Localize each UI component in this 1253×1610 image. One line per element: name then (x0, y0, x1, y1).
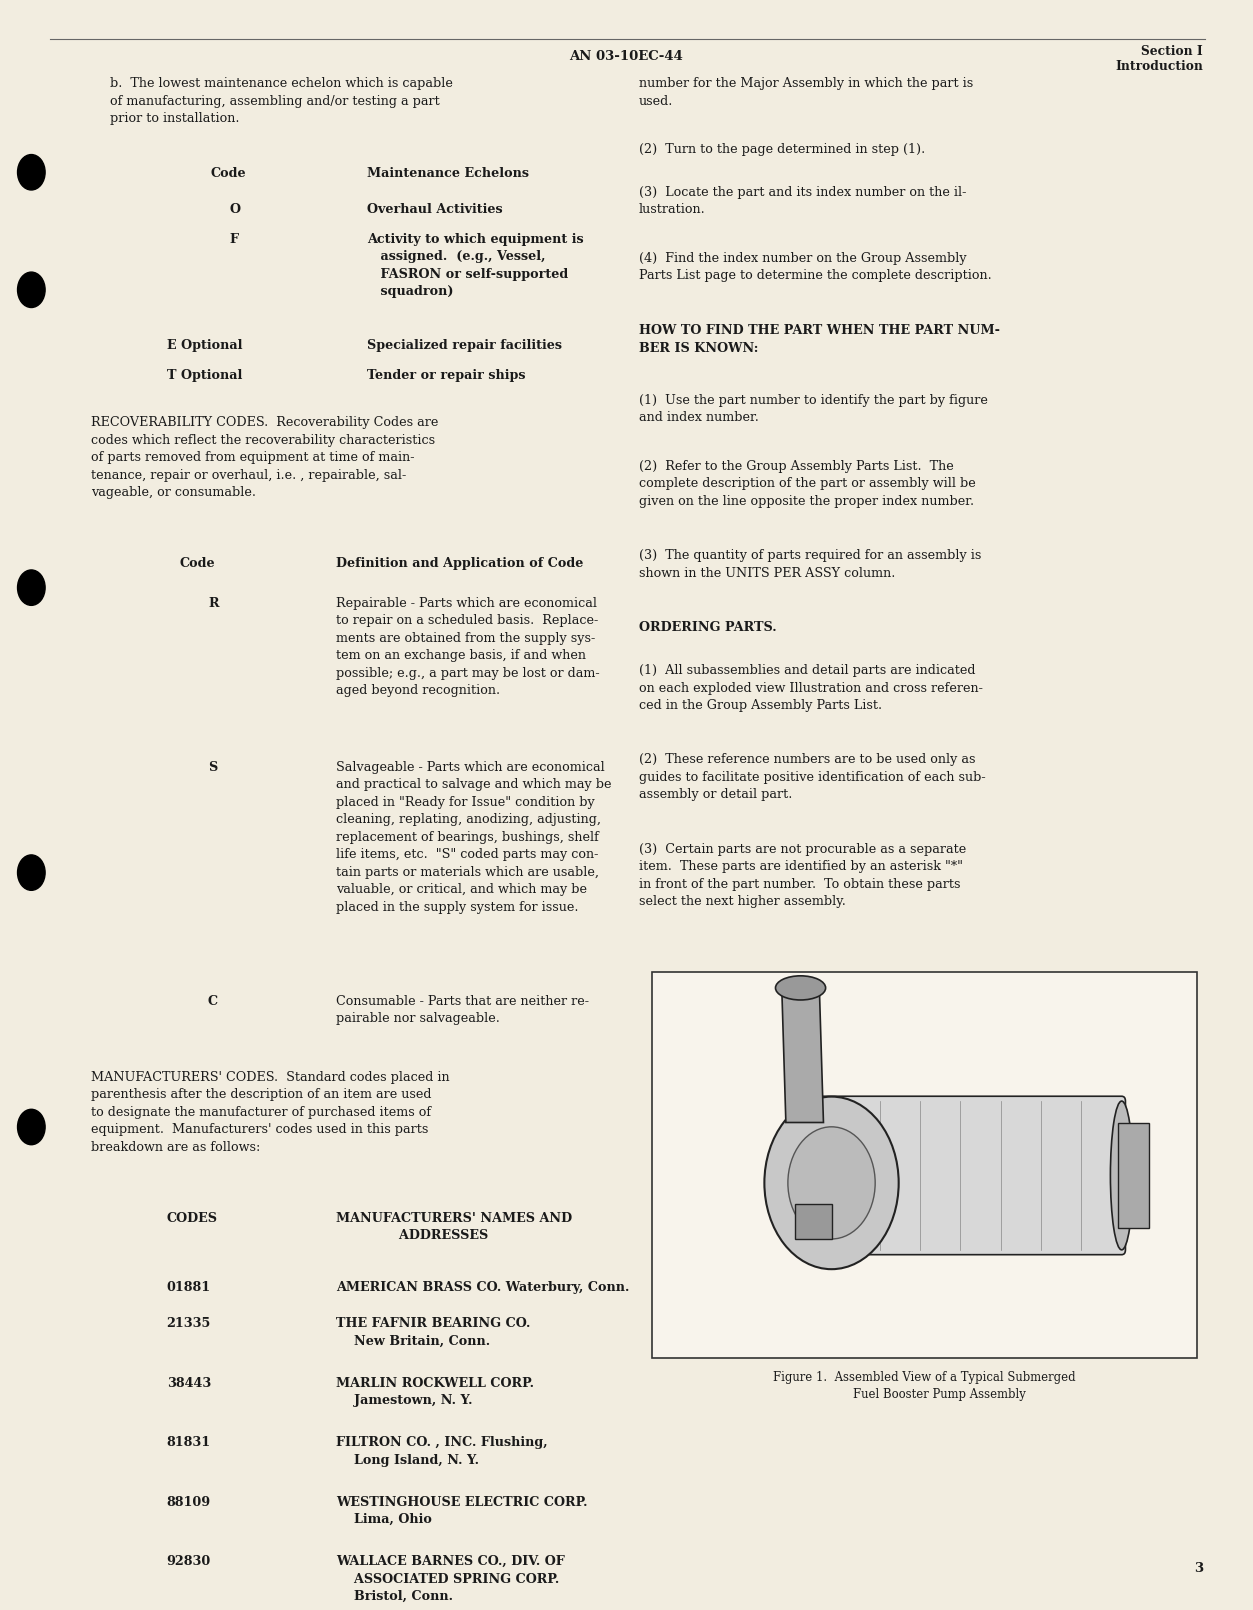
Text: THE FAFNIR BEARING CO.
    New Britain, Conn.: THE FAFNIR BEARING CO. New Britain, Conn… (336, 1317, 530, 1348)
Text: Activity to which equipment is
   assigned.  (e.g., Vessel,
   FASRON or self-su: Activity to which equipment is assigned.… (367, 232, 584, 298)
Text: CODES: CODES (167, 1211, 218, 1225)
Text: 38443: 38443 (167, 1377, 211, 1389)
Text: T Optional: T Optional (167, 369, 242, 382)
Text: Definition and Application of Code: Definition and Application of Code (336, 557, 583, 570)
Bar (652, 972, 1197, 1359)
Text: S: S (208, 760, 217, 774)
Ellipse shape (1110, 1101, 1133, 1249)
Text: RECOVERABILITY CODES.  Recoverability Codes are
codes which reflect the recovera: RECOVERABILITY CODES. Recoverability Cod… (91, 415, 439, 499)
Circle shape (788, 1127, 875, 1240)
Text: O: O (229, 203, 241, 216)
Bar (1118, 1124, 1149, 1227)
Text: ORDERING PARTS.: ORDERING PARTS. (639, 621, 777, 634)
Text: (2)  These reference numbers are to be used only as
guides to facilitate positiv: (2) These reference numbers are to be us… (639, 753, 986, 802)
Text: AMERICAN BRASS CO. Waterbury, Conn.: AMERICAN BRASS CO. Waterbury, Conn. (336, 1280, 629, 1294)
Text: (1)  Use the part number to identify the part by figure
and index number.: (1) Use the part number to identify the … (639, 394, 987, 423)
Text: number for the Major Assembly in which the part is
used.: number for the Major Assembly in which t… (639, 77, 974, 108)
Polygon shape (782, 989, 823, 1122)
Text: 88109: 88109 (167, 1496, 211, 1509)
Text: Specialized repair facilities: Specialized repair facilities (367, 338, 563, 353)
Text: Consumable - Parts that are neither re-
pairable nor salvageable.: Consumable - Parts that are neither re- … (336, 995, 589, 1026)
Bar (794, 1204, 832, 1240)
Text: Code: Code (211, 166, 246, 180)
Text: WALLACE BARNES CO., DIV. OF
    ASSOCIATED SPRING CORP.
    Bristol, Conn.: WALLACE BARNES CO., DIV. OF ASSOCIATED S… (336, 1555, 565, 1604)
Text: b.  The lowest maintenance echelon which is capable
of manufacturing, assembling: b. The lowest maintenance echelon which … (110, 77, 454, 126)
Text: 21335: 21335 (167, 1317, 211, 1330)
Text: (2)  Turn to the page determined in step (1).: (2) Turn to the page determined in step … (639, 143, 925, 156)
Text: Overhaul Activities: Overhaul Activities (367, 203, 502, 216)
Text: Repairable - Parts which are economical
to repair on a scheduled basis.  Replace: Repairable - Parts which are economical … (336, 596, 599, 697)
Text: (3)  Certain parts are not procurable as a separate
item.  These parts are ident: (3) Certain parts are not procurable as … (639, 844, 966, 908)
Circle shape (18, 1109, 45, 1145)
Text: MARLIN ROCKWELL CORP.
    Jamestown, N. Y.: MARLIN ROCKWELL CORP. Jamestown, N. Y. (336, 1377, 534, 1407)
Text: Tender or repair ships: Tender or repair ships (367, 369, 525, 382)
Text: (3)  The quantity of parts required for an assembly is
shown in the UNITS PER AS: (3) The quantity of parts required for a… (639, 549, 981, 580)
Text: F: F (229, 232, 238, 246)
Text: WESTINGHOUSE ELECTRIC CORP.
    Lima, Ohio: WESTINGHOUSE ELECTRIC CORP. Lima, Ohio (336, 1496, 588, 1526)
Text: 81831: 81831 (167, 1436, 211, 1449)
Circle shape (18, 272, 45, 308)
Wedge shape (772, 1183, 872, 1265)
Circle shape (18, 570, 45, 605)
Text: AN 03-10EC-44: AN 03-10EC-44 (570, 50, 683, 63)
Text: (3)  Locate the part and its index number on the il-
lustration.: (3) Locate the part and its index number… (639, 187, 966, 216)
Text: 92830: 92830 (167, 1555, 211, 1568)
FancyBboxPatch shape (796, 1096, 1125, 1254)
Text: FILTRON CO. , INC. Flushing,
    Long Island, N. Y.: FILTRON CO. , INC. Flushing, Long Island… (336, 1436, 548, 1467)
Text: Introduction: Introduction (1115, 60, 1203, 72)
Text: MANUFACTURERS' CODES.  Standard codes placed in
parenthesis after the descriptio: MANUFACTURERS' CODES. Standard codes pla… (91, 1071, 450, 1154)
Text: Code: Code (179, 557, 214, 570)
Text: HOW TO FIND THE PART WHEN THE PART NUM-
BER IS KNOWN:: HOW TO FIND THE PART WHEN THE PART NUM- … (639, 325, 1000, 354)
Text: (4)  Find the index number on the Group Assembly
Parts List page to determine th: (4) Find the index number on the Group A… (639, 253, 992, 282)
Text: C: C (208, 995, 218, 1008)
Text: 3: 3 (1194, 1562, 1203, 1575)
Ellipse shape (776, 976, 826, 1000)
Text: MANUFACTURERS' NAMES AND
              ADDRESSES: MANUFACTURERS' NAMES AND ADDRESSES (336, 1211, 571, 1241)
Text: 01881: 01881 (167, 1280, 211, 1294)
Text: Section I: Section I (1141, 45, 1203, 58)
Text: E Optional: E Optional (167, 338, 242, 353)
Circle shape (18, 855, 45, 890)
Circle shape (18, 155, 45, 190)
Text: R: R (208, 596, 218, 610)
Text: (1)  All subassemblies and detail parts are indicated
on each exploded view Illu: (1) All subassemblies and detail parts a… (639, 665, 982, 712)
Text: (2)  Refer to the Group Assembly Parts List.  The
complete description of the pa: (2) Refer to the Group Assembly Parts Li… (639, 460, 976, 507)
Text: Salvageable - Parts which are economical
and practical to salvage and which may : Salvageable - Parts which are economical… (336, 760, 611, 914)
Ellipse shape (788, 1101, 811, 1249)
Text: Maintenance Echelons: Maintenance Echelons (367, 166, 529, 180)
Text: Figure 1.  Assembled View of a Typical Submerged
        Fuel Booster Pump Assem: Figure 1. Assembled View of a Typical Su… (773, 1372, 1075, 1401)
Circle shape (764, 1096, 898, 1269)
